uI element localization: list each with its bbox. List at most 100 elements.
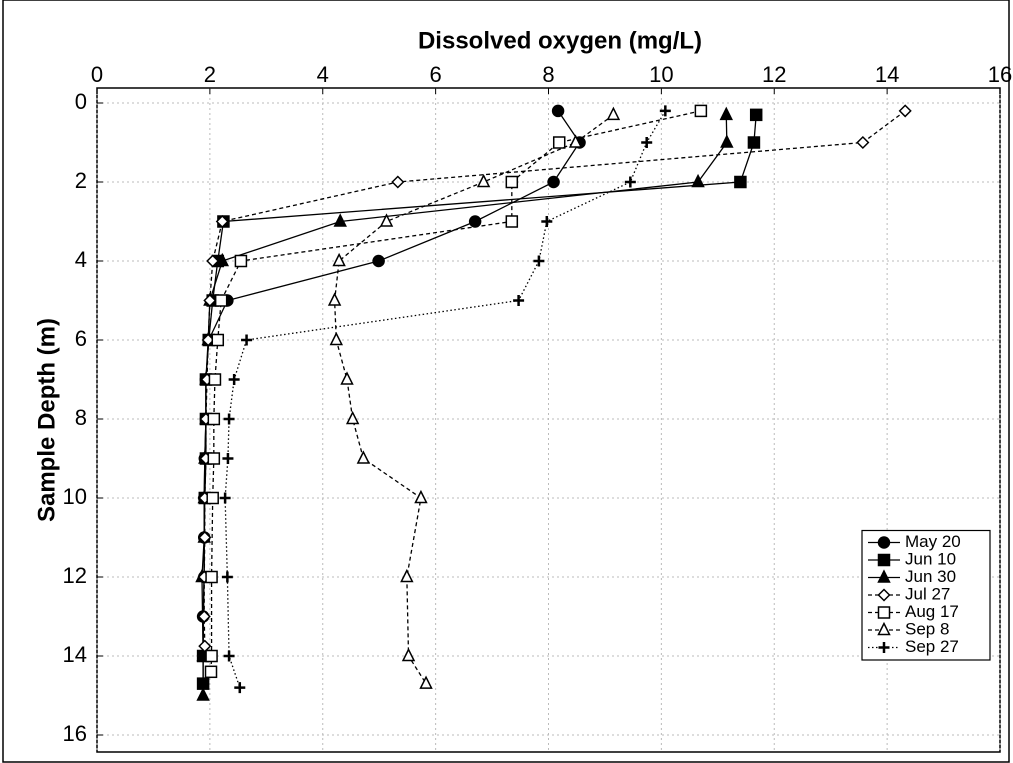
marker <box>379 213 394 227</box>
marker <box>203 293 217 308</box>
y-tick-label: 8 <box>75 405 87 430</box>
x-tick-label: 12 <box>762 62 786 87</box>
marker <box>606 106 621 121</box>
marker <box>340 371 354 385</box>
marker <box>204 665 218 679</box>
legend-label: Jul 27 <box>905 584 950 603</box>
marker <box>223 413 235 425</box>
y-tick-label: 0 <box>75 89 87 114</box>
x-tick-label: 6 <box>430 62 442 87</box>
y-tick-label: 14 <box>63 642 87 667</box>
series-line <box>224 110 666 688</box>
marker <box>734 175 747 189</box>
marker <box>414 489 428 504</box>
marker <box>505 175 519 189</box>
marker <box>694 104 708 118</box>
marker <box>419 675 433 689</box>
marker <box>898 104 912 118</box>
marker <box>719 106 733 121</box>
marker <box>206 491 219 505</box>
marker <box>207 452 221 465</box>
marker <box>241 334 253 346</box>
x-tick-label: 0 <box>91 62 103 87</box>
marker <box>208 373 222 386</box>
marker <box>747 136 761 149</box>
legend-label: Jun 10 <box>905 549 956 568</box>
marker <box>211 333 225 347</box>
marker <box>345 410 360 425</box>
marker <box>197 609 211 624</box>
marker <box>221 571 233 583</box>
series <box>219 105 671 694</box>
series-line <box>203 110 906 647</box>
marker <box>372 254 385 268</box>
x-tick-label: 16 <box>988 62 1012 87</box>
marker <box>513 295 525 306</box>
marker <box>505 215 519 228</box>
marker <box>856 135 870 150</box>
marker <box>198 639 212 653</box>
y-tick-label: 2 <box>75 168 87 193</box>
marker <box>223 650 235 662</box>
marker <box>468 215 482 228</box>
x-axis-title: Dissolved oxygen (mg/L) <box>418 27 702 54</box>
marker <box>205 570 218 584</box>
x-tick-label: 8 <box>542 62 554 87</box>
marker <box>547 175 560 189</box>
marker <box>205 649 218 663</box>
marker <box>228 374 240 385</box>
y-tick-label: 10 <box>63 484 87 509</box>
legend-label: May 20 <box>905 532 961 551</box>
series-line <box>333 114 614 684</box>
x-tick-label: 4 <box>317 62 329 87</box>
marker <box>541 216 553 227</box>
y-tick-label: 4 <box>75 247 87 272</box>
marker <box>878 642 890 653</box>
marker <box>329 331 344 346</box>
y-tick-label: 16 <box>63 721 87 746</box>
x-tick-label: 14 <box>875 62 899 87</box>
y-axis-title: Sample Depth (m) <box>33 318 60 522</box>
x-tick-label: 10 <box>649 62 673 87</box>
marker <box>207 412 221 426</box>
marker <box>877 621 891 636</box>
series <box>327 106 621 689</box>
marker <box>333 213 347 227</box>
marker <box>215 214 229 229</box>
marker <box>877 553 891 567</box>
marker <box>877 606 891 619</box>
marker <box>877 569 891 583</box>
marker <box>659 105 671 117</box>
legend-label: Sep 27 <box>905 637 959 656</box>
marker <box>222 453 234 464</box>
marker <box>215 252 230 267</box>
marker <box>234 682 246 694</box>
marker <box>749 108 763 122</box>
legend-label: Aug 17 <box>905 602 959 621</box>
marker <box>720 134 734 148</box>
marker <box>196 687 210 701</box>
marker <box>624 176 636 188</box>
marker <box>641 137 653 148</box>
series <box>204 104 708 679</box>
marker <box>400 568 414 583</box>
marker <box>219 492 231 504</box>
marker <box>214 294 228 307</box>
marker <box>877 536 891 549</box>
y-tick-label: 6 <box>75 326 87 351</box>
marker <box>552 136 566 149</box>
legend-label: Sep 8 <box>905 619 949 638</box>
y-tick-label: 12 <box>63 563 87 588</box>
marker <box>332 252 346 267</box>
marker <box>533 255 545 267</box>
marker <box>476 173 491 188</box>
marker <box>551 104 565 118</box>
marker <box>234 254 248 268</box>
marker <box>356 450 371 464</box>
x-tick-label: 2 <box>204 62 216 87</box>
marker <box>327 292 342 306</box>
marker <box>391 175 405 189</box>
series-line <box>210 110 702 672</box>
